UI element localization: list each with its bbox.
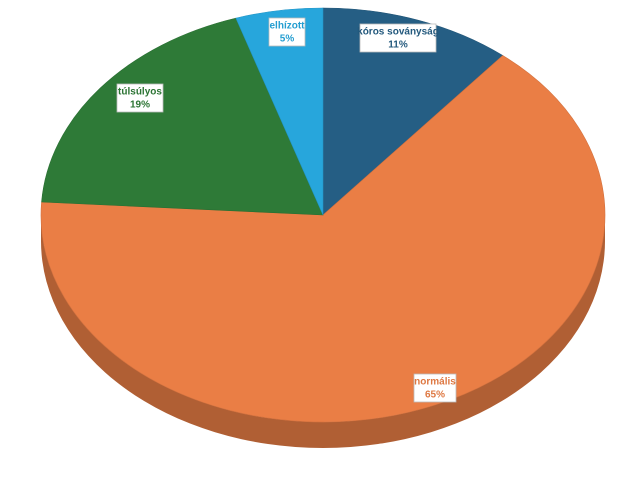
label-name: elhízott: [270, 21, 306, 32]
label-value: 65%: [425, 390, 445, 401]
label-box: [359, 23, 437, 53]
label-box: [413, 373, 457, 403]
pie-slice: [41, 17, 324, 216]
pie-slice: [322, 7, 504, 216]
data-label: elhízott 5%: [268, 17, 306, 47]
label-value: 11%: [388, 40, 408, 51]
data-label: kóros soványság 11%: [357, 23, 439, 53]
label-name: kóros soványság: [357, 27, 439, 38]
label-box: [268, 17, 306, 47]
label-value: 19%: [130, 100, 150, 111]
pie-slice: [40, 55, 606, 423]
label-name: túlsúlyos: [118, 87, 162, 98]
data-label: normális 65%: [413, 373, 457, 403]
data-label: túlsúlyos 19%: [116, 83, 164, 113]
pie-slice: [235, 7, 324, 216]
label-name: normális: [414, 377, 456, 388]
label-box: [116, 83, 164, 113]
label-value: 5%: [280, 34, 295, 45]
